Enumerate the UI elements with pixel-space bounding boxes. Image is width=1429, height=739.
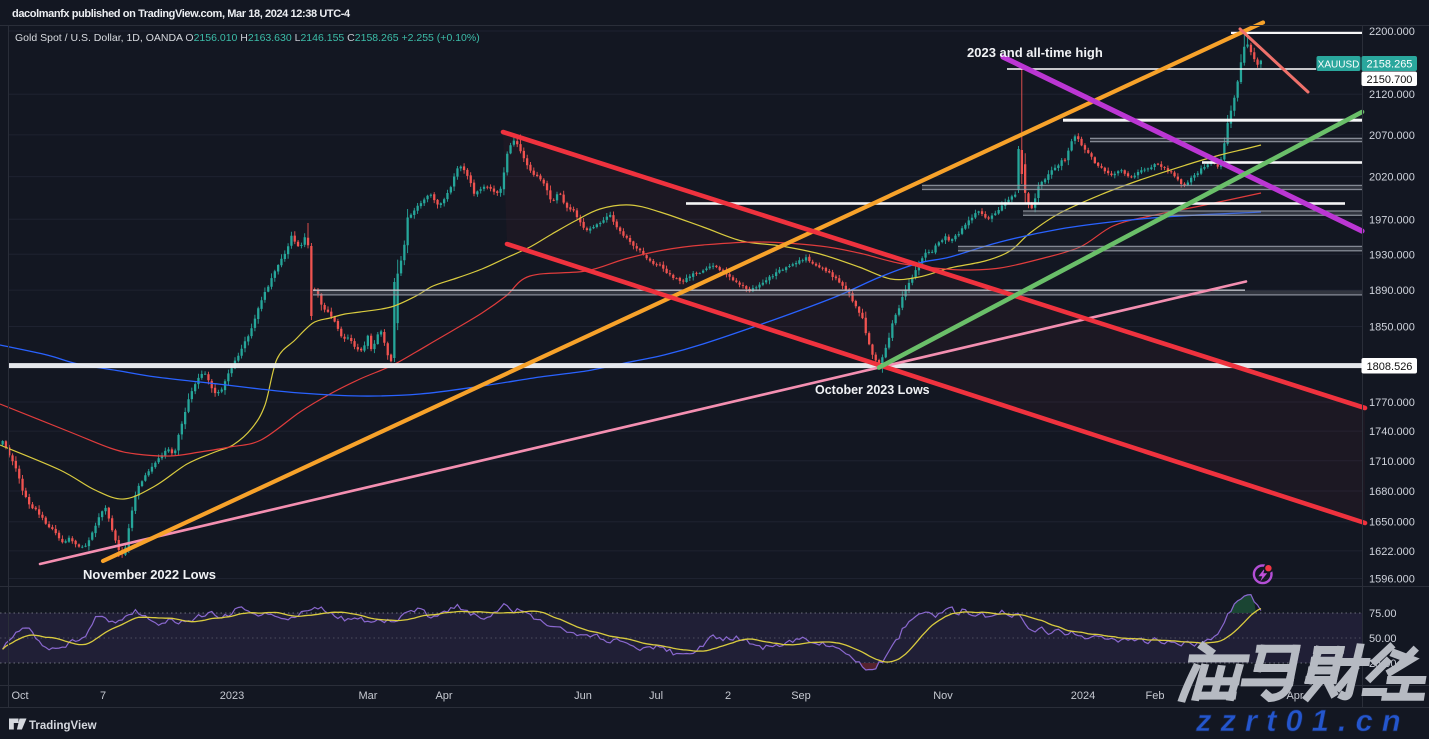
svg-text:2020.000: 2020.000 (1369, 172, 1415, 184)
svg-text:Feb: Feb (1146, 690, 1165, 702)
svg-text:Gold Spot / U.S. Dollar, 1D, O: Gold Spot / U.S. Dollar, 1D, OANDA O2156… (15, 32, 480, 44)
svg-text:1770.000: 1770.000 (1369, 397, 1415, 409)
svg-text:Sep: Sep (791, 690, 811, 702)
svg-text:1740.000: 1740.000 (1369, 426, 1415, 438)
svg-text:1710.000: 1710.000 (1369, 456, 1415, 468)
svg-text:2070.000: 2070.000 (1369, 130, 1415, 142)
svg-text:2150.700: 2150.700 (1367, 74, 1413, 86)
svg-text:75.00: 75.00 (1369, 608, 1397, 620)
svg-text:October 2023 Lows: October 2023 Lows (815, 383, 930, 397)
svg-text:1930.000: 1930.000 (1369, 249, 1415, 261)
svg-text:2024: 2024 (1071, 690, 1095, 702)
svg-text:zzrt01.cn: zzrt01.cn (1195, 703, 1410, 738)
svg-text:Oct: Oct (11, 690, 28, 702)
svg-text:dacolmanfx published on Tradin: dacolmanfx published on TradingView.com,… (12, 8, 351, 20)
svg-text:2200.000: 2200.000 (1369, 26, 1415, 38)
svg-text:2: 2 (725, 690, 731, 702)
svg-text:Jul: Jul (649, 690, 663, 702)
svg-text:Jun: Jun (574, 690, 592, 702)
svg-text:Nov: Nov (933, 690, 953, 702)
svg-text:50.00: 50.00 (1369, 633, 1397, 645)
svg-text:7: 7 (100, 690, 106, 702)
svg-text:1596.000: 1596.000 (1369, 574, 1415, 586)
svg-text:Apr: Apr (435, 690, 452, 702)
svg-text:1680.000: 1680.000 (1369, 486, 1415, 498)
svg-text:2023 and all-time high: 2023 and all-time high (967, 45, 1103, 60)
svg-text:2023: 2023 (220, 690, 244, 702)
svg-text:2158.265: 2158.265 (1367, 59, 1413, 71)
svg-text:2120.000: 2120.000 (1369, 89, 1415, 101)
svg-text:TradingView: TradingView (29, 720, 97, 732)
svg-text:November 2022 Lows: November 2022 Lows (83, 567, 216, 582)
svg-text:1622.000: 1622.000 (1369, 546, 1415, 558)
svg-text:Mar: Mar (359, 690, 378, 702)
svg-text:1650.000: 1650.000 (1369, 517, 1415, 529)
svg-text:1970.000: 1970.000 (1369, 214, 1415, 226)
svg-text:1890.000: 1890.000 (1369, 285, 1415, 297)
svg-text:XAUUSD: XAUUSD (1318, 60, 1360, 71)
svg-text:1808.526: 1808.526 (1367, 361, 1413, 373)
svg-text:Apr: Apr (1286, 690, 1303, 702)
svg-text:1850.000: 1850.000 (1369, 322, 1415, 334)
